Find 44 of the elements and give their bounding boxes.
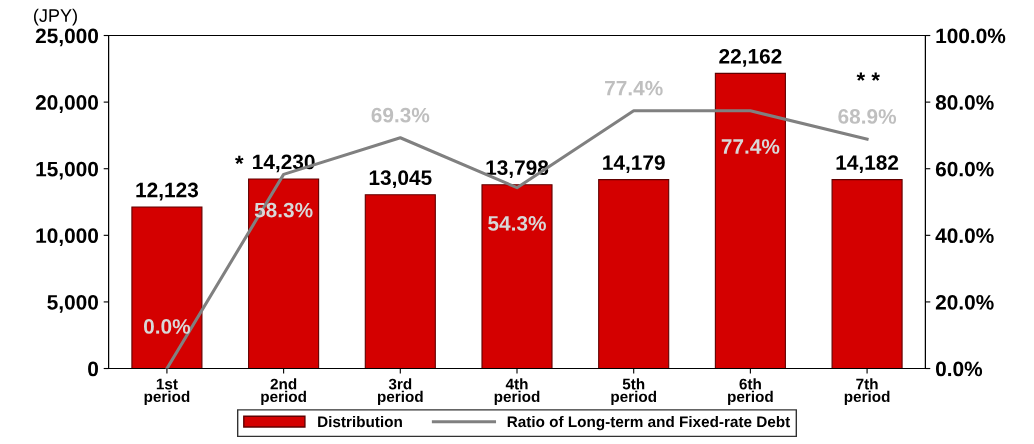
data-label: 68.9%: [838, 109, 897, 124]
data-label: 13,798: [486, 160, 549, 179]
y-tick-label: 20,000: [35, 95, 98, 113]
data-label: 54.3%: [488, 216, 546, 231]
data-label: 69.3%: [371, 107, 430, 123]
data-label: 14,179: [603, 155, 665, 173]
x-tick-label: 1st period: [144, 378, 190, 406]
x-tick-label: 4th period: [494, 378, 540, 406]
data-label: 0.0%: [144, 319, 191, 334]
y2-tick-label: 80.0%: [935, 95, 994, 110]
data-label: 77.4%: [605, 80, 663, 96]
y-tick-label: 5,000: [47, 294, 98, 313]
annotation: * *: [856, 72, 880, 81]
x-tick-label: 5th period: [611, 378, 657, 406]
bar: [714, 72, 786, 369]
x-tick-label: 7th period: [844, 378, 890, 406]
data-label: 12,123: [136, 182, 199, 201]
y-tick-label: 25,000: [35, 28, 98, 47]
y-axis-title: (JPY): [34, 8, 77, 26]
data-label: 14,182: [836, 155, 899, 173]
y-tick-label: 15,000: [36, 161, 98, 180]
bar: [598, 179, 670, 369]
data-label: 13,045: [369, 170, 432, 189]
data-label: 77.4%: [721, 139, 780, 154]
legend-label: Ratio of Long-term and Fixed-rate Debt: [507, 415, 791, 431]
annotation: *: [235, 155, 244, 165]
bar: [831, 179, 903, 369]
y2-tick-label: 100.0%: [936, 28, 1006, 44]
bar: [248, 178, 320, 369]
bar: [481, 184, 553, 369]
x-tick-label: 2nd period: [261, 378, 306, 406]
data-label: 22,162: [719, 48, 782, 67]
y2-tick-label: 20.0%: [935, 294, 994, 310]
bar: [364, 194, 436, 369]
bar: [131, 206, 203, 369]
x-tick-label: 3rd period: [377, 378, 423, 406]
x-tick-label: 6th period: [728, 378, 773, 406]
y2-tick-label: 40.0%: [935, 228, 994, 244]
y-tick-label: 10,000: [36, 228, 98, 247]
legend-label: Distribution: [318, 415, 402, 428]
data-label: 14,230: [253, 154, 315, 173]
y2-tick-label: 0.0%: [935, 361, 983, 377]
y2-tick-label: 60.0%: [935, 161, 994, 177]
y-tick-label: 0: [88, 361, 98, 377]
